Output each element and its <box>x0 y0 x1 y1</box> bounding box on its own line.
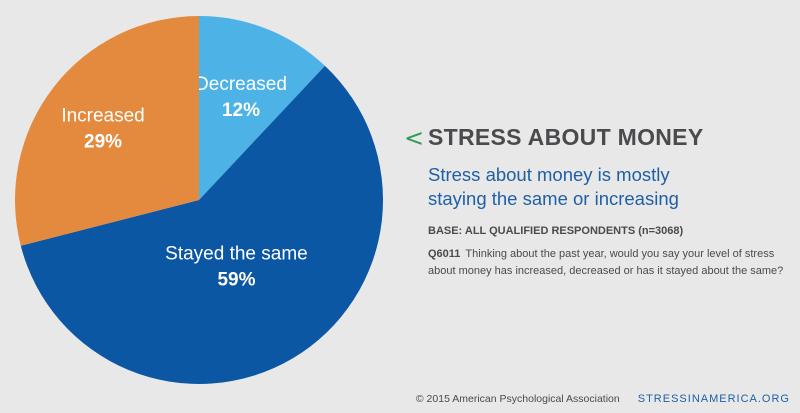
pie-chart: Decreased 12% Stayed the same 59% Increased 2… <box>14 16 384 384</box>
site-link[interactable]: STRESSINAMERICA.ORG <box>637 393 790 405</box>
base-note: BASE: ALL QUALIFIED RESPONDENTS (n=3068) <box>428 225 684 237</box>
title-row: < STRESS ABOUT MONEY <box>404 124 794 151</box>
question-id: Q6011 <box>428 248 461 260</box>
copyright-text: © 2015 American Psychological Associatio… <box>415 393 620 405</box>
question-text: Q6011 Thinking about the past year, would… <box>428 246 788 280</box>
slice-value-label: 29% <box>84 132 122 153</box>
pie-slice-stayed-the-same <box>20 65 384 384</box>
slice-value-label: 12% <box>222 100 260 121</box>
slice-label: Decreased <box>195 74 287 95</box>
slice-label: Increased <box>61 106 144 127</box>
chart-title: STRESS ABOUT MONEY <box>428 124 704 150</box>
chart-subtitle: Stress about money is mostly staying the… <box>428 164 679 209</box>
pie-slice-decreased <box>199 16 325 200</box>
footer: © 2015 American Psychological Associatio… <box>416 393 790 405</box>
chevron-left-icon[interactable]: < <box>404 123 425 152</box>
info-panel: < STRESS ABOUT MONEY Stress about money … <box>404 124 794 280</box>
pie-slice-increased <box>14 16 200 246</box>
slice-label: Stayed the same <box>165 243 308 264</box>
question-body: Thinking about the past year, would you … <box>428 248 784 277</box>
slice-value-label: 59% <box>217 269 255 290</box>
